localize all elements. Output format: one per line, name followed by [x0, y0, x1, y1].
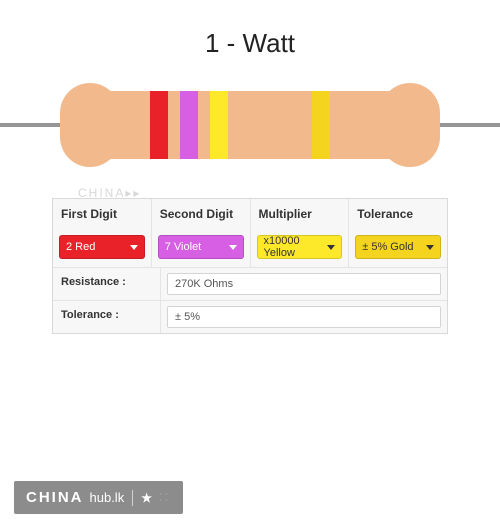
controls-panel: First Digit Second Digit Multiplier Tole… — [52, 198, 448, 334]
badge-main: CHINA — [26, 489, 84, 506]
tolerance-label: Tolerance : — [53, 301, 161, 333]
badge-sub: hub.lk — [90, 490, 125, 505]
select-multiplier-label: x10000 Yellow — [264, 235, 324, 259]
resistance-label: Resistance : — [53, 268, 161, 300]
headers-row: First Digit Second Digit Multiplier Tole… — [53, 199, 447, 229]
page-title: 1 - Watt — [0, 28, 500, 59]
header-first-digit: First Digit — [53, 199, 152, 229]
header-tolerance: Tolerance — [349, 199, 447, 229]
header-multiplier: Multiplier — [251, 199, 350, 229]
selects-row: 2 Red 7 Violet x10000 Yellow ± 5% Gold — [53, 229, 447, 267]
band-tolerance — [312, 91, 330, 159]
select-multiplier[interactable]: x10000 Yellow — [257, 235, 343, 259]
header-second-digit: Second Digit — [152, 199, 251, 229]
dots-icon: ∙∙∙∙ — [160, 492, 171, 504]
results-section: Resistance : 270K Ohms Tolerance : ± 5% — [53, 267, 447, 333]
star-icon: ★ — [141, 491, 154, 505]
select-tolerance[interactable]: ± 5% Gold — [355, 235, 441, 259]
resistor-diagram — [0, 77, 500, 172]
resistor-body — [75, 91, 425, 159]
select-second-digit[interactable]: 7 Violet — [158, 235, 244, 259]
result-row-resistance: Resistance : 270K Ohms — [53, 268, 447, 301]
select-tolerance-label: ± 5% Gold — [362, 241, 413, 253]
watermark-badge: CHINA hub.lk ★ ∙∙∙∙ — [14, 481, 183, 514]
select-first-digit-label: 2 Red — [66, 241, 95, 253]
resistance-value: 270K Ohms — [167, 273, 441, 295]
band-first-digit — [150, 91, 168, 159]
badge-separator — [132, 490, 133, 506]
tolerance-value: ± 5% — [167, 306, 441, 328]
band-second-digit — [180, 91, 198, 159]
select-second-digit-label: 7 Violet — [165, 241, 202, 253]
result-row-tolerance: Tolerance : ± 5% — [53, 301, 447, 333]
select-first-digit[interactable]: 2 Red — [59, 235, 145, 259]
band-multiplier — [210, 91, 228, 159]
